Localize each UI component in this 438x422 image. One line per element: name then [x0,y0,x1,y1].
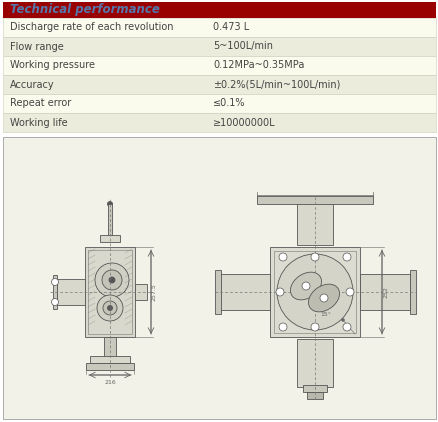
Circle shape [279,323,286,331]
Text: 5~100L/min: 5~100L/min [212,41,272,51]
Circle shape [51,298,58,306]
Circle shape [276,288,283,296]
Text: 0.473 L: 0.473 L [212,22,249,32]
Circle shape [319,294,327,302]
Bar [215,270,220,314]
Bar [100,235,120,242]
Bar [359,274,409,310]
Bar [3,113,435,132]
Bar [306,392,322,399]
Circle shape [345,288,353,296]
Circle shape [109,277,115,283]
Bar [297,197,332,245]
Text: Flow range: Flow range [10,41,64,51]
Circle shape [310,323,318,331]
Bar [3,18,435,37]
Bar [3,75,435,94]
Text: Discharge rate of each revolution: Discharge rate of each revolution [10,22,173,32]
Circle shape [107,201,112,206]
Text: 257.5: 257.5 [151,283,156,301]
Circle shape [342,253,350,261]
Bar [302,385,326,392]
Text: 15°: 15° [319,311,330,316]
Bar [409,270,415,314]
Bar [108,204,112,237]
Bar [273,251,355,333]
Bar [3,137,435,419]
Text: ≤0.1%: ≤0.1% [212,98,245,108]
Circle shape [51,279,58,286]
Bar [57,279,85,305]
Bar [269,247,359,337]
Bar [3,37,435,56]
Circle shape [342,323,350,331]
Text: Accuracy: Accuracy [10,79,54,89]
Bar [88,250,132,334]
Bar [53,275,57,309]
Bar [256,196,372,204]
Bar [3,2,435,18]
Circle shape [103,301,117,315]
Circle shape [276,254,352,330]
Bar [86,363,134,370]
Text: Technical performance: Technical performance [10,3,159,16]
Bar [90,356,130,363]
Text: Repeat error: Repeat error [10,98,71,108]
Text: 0.12MPa~0.35MPa: 0.12MPa~0.35MPa [212,60,304,70]
Circle shape [102,270,122,290]
Text: ≥10000000L: ≥10000000L [212,117,275,127]
Bar [104,337,116,357]
Circle shape [95,263,129,297]
Circle shape [107,306,112,311]
Bar [297,339,332,387]
Circle shape [341,319,344,322]
Bar [3,94,435,113]
Circle shape [97,295,123,321]
Text: ±0.2%(5L/min~100L/min): ±0.2%(5L/min~100L/min) [212,79,339,89]
Circle shape [310,253,318,261]
Bar [3,56,435,75]
Bar [85,247,135,337]
Ellipse shape [290,272,321,300]
Ellipse shape [308,284,339,312]
Text: 252: 252 [383,286,388,298]
Text: 216: 216 [104,380,116,385]
Bar [219,274,269,310]
Text: Working pressure: Working pressure [10,60,95,70]
Circle shape [279,253,286,261]
Text: Working life: Working life [10,117,67,127]
Circle shape [301,282,309,290]
Bar [135,284,147,300]
